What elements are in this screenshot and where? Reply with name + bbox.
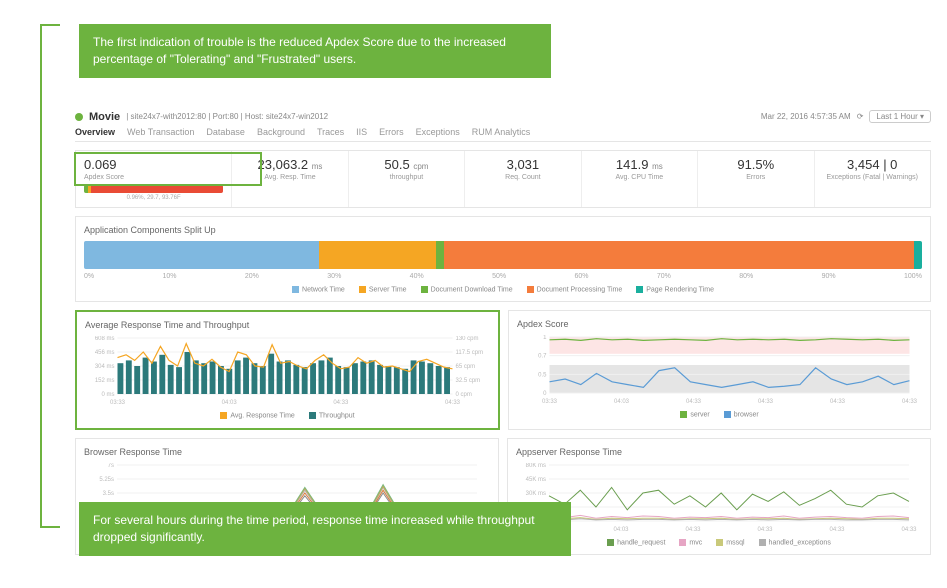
svg-text:1: 1 — [543, 335, 547, 341]
split-legend: Network TimeServer TimeDocument Download… — [84, 286, 922, 293]
metric-4: 141.9 msAvg. CPU Time — [582, 151, 698, 207]
rt-legend: Avg. Response TimeThroughput — [85, 412, 490, 419]
apdex-highlight — [74, 152, 262, 186]
rt-title: Average Response Time and Throughput — [85, 320, 490, 330]
header-right: Mar 22, 2016 4:57:35 AM ⟳ Last 1 Hour ▾ — [761, 110, 931, 123]
svg-text:32.5 cpm: 32.5 cpm — [456, 378, 481, 384]
apdex-panel: Apdex Score 1 0.7 0.5 0 03:33 04:03 04:33 04:33… — [508, 310, 931, 429]
svg-text:608 ms: 608 ms — [95, 336, 115, 342]
tab-overview[interactable]: Overview — [75, 127, 115, 137]
breadcrumb: | site24x7-with2012:80 | Port:80 | Host:… — [126, 112, 328, 121]
callout-top: The first indication of trouble is the r… — [79, 24, 551, 78]
svg-text:04:33: 04:33 — [333, 400, 349, 406]
svg-text:03:33: 03:33 — [110, 400, 126, 406]
svg-text:0 ms: 0 ms — [101, 392, 114, 398]
tab-rum-analytics[interactable]: RUM Analytics — [472, 127, 531, 137]
svg-text:0.5: 0.5 — [538, 373, 547, 379]
browser-title: Browser Response Time — [84, 447, 490, 457]
status-dot — [75, 113, 83, 121]
metric-2: 50.5 cpmthroughput — [349, 151, 465, 207]
tab-web-transaction[interactable]: Web Transaction — [127, 127, 194, 137]
split-panel: Application Components Split Up 0%10%20%… — [75, 216, 931, 302]
svg-text:04:03: 04:03 — [613, 527, 629, 533]
svg-text:0: 0 — [543, 391, 547, 397]
svg-text:04:33: 04:33 — [686, 399, 702, 405]
tab-exceptions[interactable]: Exceptions — [416, 127, 460, 137]
tab-traces[interactable]: Traces — [317, 127, 344, 137]
svg-text:04:33: 04:33 — [902, 399, 918, 405]
svg-text:3.5s: 3.5s — [103, 491, 114, 497]
svg-text:04:33: 04:33 — [829, 527, 845, 533]
svg-text:03:33: 03:33 — [542, 399, 558, 405]
split-scale: 0%10%20%30%40%50%60%70%80%90%100% — [84, 273, 922, 280]
tab-errors[interactable]: Errors — [379, 127, 404, 137]
svg-text:04:33: 04:33 — [445, 400, 461, 406]
refresh-icon[interactable]: ⟳ — [857, 112, 864, 121]
rt-chart: 608 ms 456 ms 304 ms 152 ms 0 ms 130 cpm 117.5… — [85, 336, 490, 406]
svg-text:45K ms: 45K ms — [526, 477, 546, 483]
metric-3: 3,031 Req. Count — [465, 151, 581, 207]
app-title2: Appserver Response Time — [516, 447, 922, 457]
svg-text:456 ms: 456 ms — [95, 350, 115, 356]
svg-text:5.25s: 5.25s — [99, 477, 114, 483]
split-bar — [84, 241, 922, 269]
apdex-chart: 1 0.7 0.5 0 03:33 04:03 04:33 04:33 04:33 04:33 — [517, 335, 922, 405]
dashboard: Movie | site24x7-with2012:80 | Port:80 |… — [75, 110, 931, 563]
svg-text:04:33: 04:33 — [757, 527, 773, 533]
header: Movie | site24x7-with2012:80 | Port:80 |… — [75, 110, 931, 123]
svg-text:04:33: 04:33 — [901, 527, 917, 533]
svg-text:7s: 7s — [108, 463, 114, 469]
svg-text:30K ms: 30K ms — [526, 491, 546, 497]
svg-text:04:03: 04:03 — [614, 399, 630, 405]
app-legend: handle_requestmvcmssqlhandled_exceptions — [516, 539, 922, 546]
metric-5: 91.5% Errors — [698, 151, 814, 207]
svg-text:0.7: 0.7 — [538, 354, 547, 360]
svg-text:130 cpm: 130 cpm — [456, 336, 479, 342]
svg-text:65 cpm: 65 cpm — [456, 364, 476, 370]
callout-bottom: For several hours during the time period… — [79, 502, 571, 556]
apdex-legend: serverbrowser — [517, 411, 922, 418]
metric-6: 3,454 | 0 Exceptions (Fatal | Warnings) — [815, 151, 930, 207]
app-title: Movie — [89, 111, 120, 123]
tab-background[interactable]: Background — [257, 127, 305, 137]
tab-iis[interactable]: IIS — [356, 127, 367, 137]
svg-text:0 cpm: 0 cpm — [456, 392, 472, 398]
apdex-title: Apdex Score — [517, 319, 922, 329]
app-chart: 80K ms45K ms30K ms15K ms0 ms03:3304:0304… — [516, 463, 922, 533]
svg-text:304 ms: 304 ms — [95, 364, 115, 370]
svg-text:152 ms: 152 ms — [95, 378, 115, 384]
callout-connector — [40, 24, 60, 528]
tab-database[interactable]: Database — [206, 127, 245, 137]
svg-text:80K ms: 80K ms — [526, 463, 546, 469]
split-title: Application Components Split Up — [84, 225, 922, 235]
svg-text:04:33: 04:33 — [830, 399, 846, 405]
rt-panel: Average Response Time and Throughput 608… — [75, 310, 500, 429]
svg-text:04:33: 04:33 — [758, 399, 774, 405]
svg-text:04:33: 04:33 — [685, 527, 701, 533]
timestamp: Mar 22, 2016 4:57:35 AM — [761, 112, 851, 121]
tabs: Overview Web Transaction Database Backgroun… — [75, 127, 931, 142]
svg-text:117.5 cpm: 117.5 cpm — [456, 350, 484, 356]
period-select[interactable]: Last 1 Hour ▾ — [869, 110, 931, 123]
svg-text:04:03: 04:03 — [222, 400, 238, 406]
